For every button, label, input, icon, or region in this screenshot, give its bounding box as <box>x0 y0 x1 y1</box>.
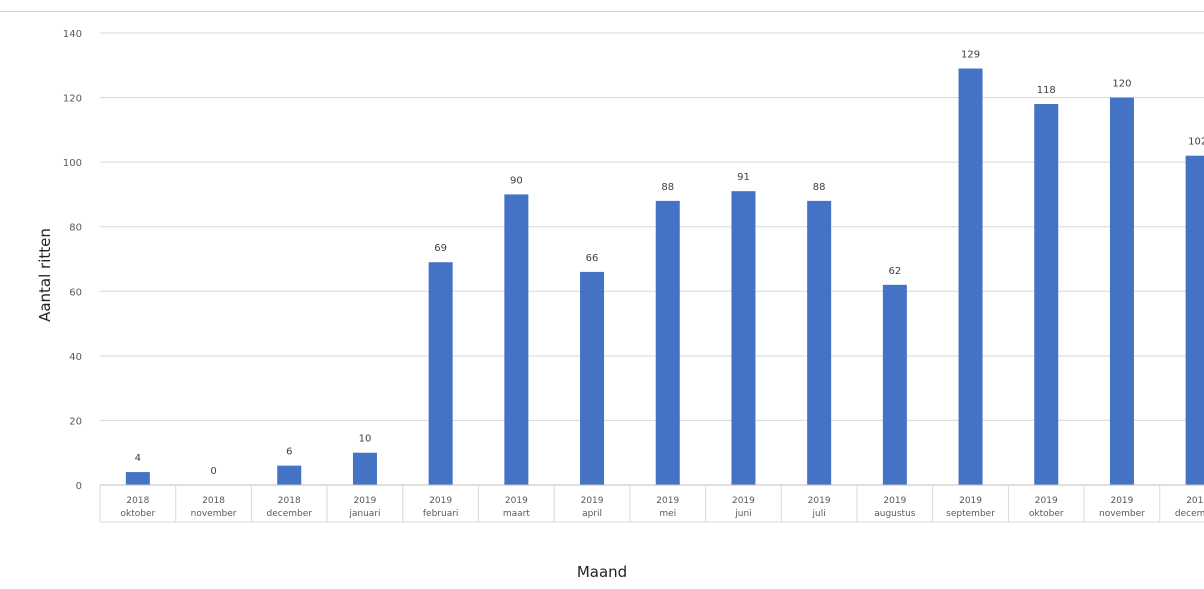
y-tick-label: 100 <box>63 158 82 169</box>
data-label: 6 <box>286 447 292 458</box>
x-tick-month: december <box>1175 509 1204 519</box>
data-label: 69 <box>434 243 447 254</box>
data-label: 66 <box>586 253 599 264</box>
bar <box>428 262 453 485</box>
data-label: 0 <box>210 466 216 477</box>
bar <box>1109 97 1134 486</box>
bars <box>125 68 1204 486</box>
x-tick-month: september <box>946 509 995 519</box>
data-label: 4 <box>135 453 141 464</box>
x-tick-year: 2019 <box>1186 496 1204 506</box>
data-label: 10 <box>359 434 372 445</box>
bar <box>352 452 377 485</box>
data-label: 90 <box>510 175 523 186</box>
y-tick-label: 120 <box>63 94 82 105</box>
x-tick-year: 2019 <box>959 496 982 506</box>
y-tick-label: 20 <box>69 416 82 427</box>
x-tick-year: 2019 <box>883 496 906 506</box>
bar <box>125 472 150 485</box>
data-labels: 4 0 6 10 69 90 66 88 91 88 62 129 118 120 102 <box>135 50 1204 477</box>
data-label: 88 <box>813 182 826 193</box>
top-border <box>0 11 1204 12</box>
x-tick-year: 2018 <box>278 496 301 506</box>
x-tick-year: 2018 <box>202 496 225 506</box>
y-tick-label: 40 <box>69 352 82 363</box>
data-label: 62 <box>888 266 901 277</box>
bar <box>882 284 907 485</box>
y-axis-label: Aantal ritten <box>36 228 54 322</box>
x-tick-month: augustus <box>874 509 916 519</box>
x-tick-month: april <box>582 509 602 519</box>
bar <box>655 200 680 485</box>
y-tick-label: 0 <box>76 481 82 492</box>
data-label: 129 <box>961 50 980 61</box>
x-tick-year: 2019 <box>1110 496 1133 506</box>
bar <box>1185 155 1204 485</box>
bar <box>277 465 302 485</box>
x-tick-year: 2018 <box>126 496 149 506</box>
y-tick-label: 140 <box>63 29 82 40</box>
x-tick-month: oktober <box>120 509 155 519</box>
x-tick-month: november <box>1099 509 1145 519</box>
x-tick-year: 2019 <box>353 496 376 506</box>
data-label: 91 <box>737 172 750 183</box>
x-tick-year: 2019 <box>581 496 604 506</box>
data-label: 120 <box>1112 79 1131 90</box>
bar <box>958 68 983 485</box>
x-tick-year: 2019 <box>429 496 452 506</box>
bar <box>504 194 529 485</box>
x-axis-table: 2018 oktober 2018 november 2018 december 2019 j… <box>99 484 1204 523</box>
bar <box>731 191 756 485</box>
x-tick-year: 2019 <box>808 496 831 506</box>
x-tick-year: 2019 <box>732 496 755 506</box>
x-tick-month: juni <box>734 509 751 519</box>
bar <box>580 271 605 485</box>
x-axis-label: Maand <box>576 563 628 581</box>
y-tick-label: 80 <box>69 223 82 234</box>
data-label: 88 <box>661 182 674 193</box>
y-tick-label: 60 <box>69 287 82 298</box>
x-tick-year: 2019 <box>1035 496 1058 506</box>
x-tick-month: juli <box>812 509 826 519</box>
x-tick-year: 2019 <box>656 496 679 506</box>
x-tick-month: maart <box>503 509 530 519</box>
x-tick-month: oktober <box>1029 509 1064 519</box>
x-tick-month: januari <box>348 509 380 519</box>
x-tick-year: 2019 <box>505 496 528 506</box>
bar <box>1034 104 1059 486</box>
bar <box>807 200 832 485</box>
x-tick-month: mei <box>659 509 676 519</box>
data-label: 102 <box>1188 137 1204 148</box>
x-tick-month: november <box>191 509 237 519</box>
data-label: 118 <box>1037 85 1056 96</box>
x-tick-month: februari <box>423 509 459 519</box>
y-tick-labels: 0 20 40 60 80 100 120 140 <box>63 29 82 492</box>
x-tick-month: december <box>267 509 313 519</box>
